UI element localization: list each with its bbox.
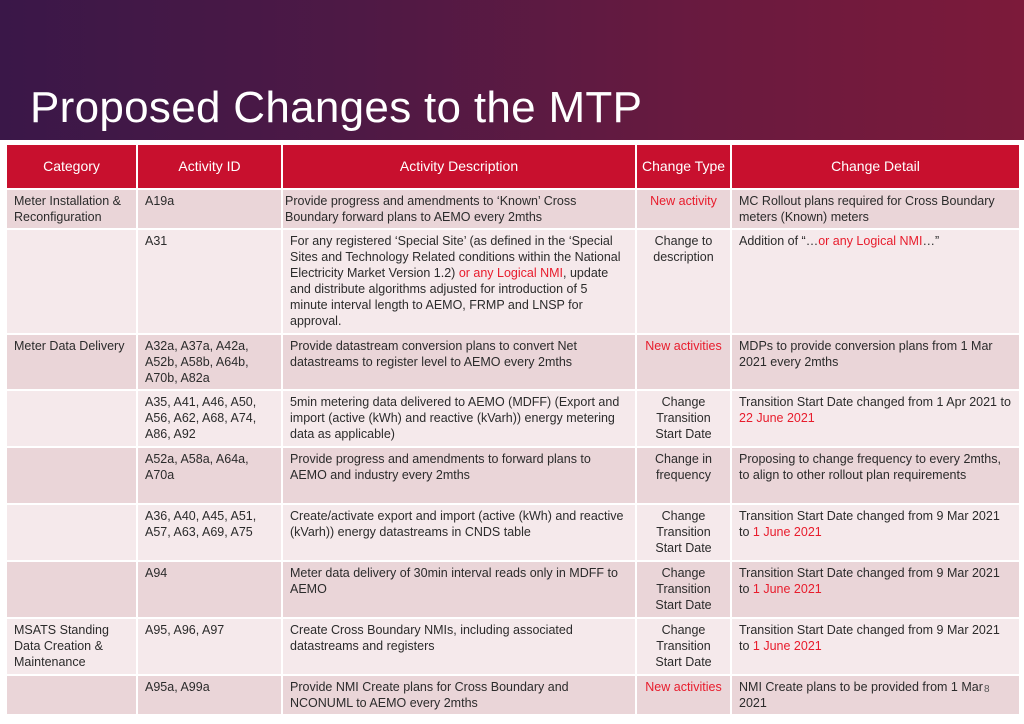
cell-category (5, 389, 138, 448)
cell-category (5, 674, 138, 716)
page-title: Proposed Changes to the MTP (30, 83, 643, 132)
detail-text: Transition Start Date changed from 9 Mar… (739, 509, 1000, 539)
header-activity-description: Activity Description (281, 143, 637, 190)
cell-change-detail: Transition Start Date changed from 9 Mar… (730, 560, 1021, 619)
cell-category: Meter Installation & Reconfiguration (5, 188, 138, 230)
table-row: MSATS Standing Data Creation & Maintenan… (5, 617, 1021, 676)
cell-activity-id: A52a, A58a, A64a, A70a (136, 446, 283, 505)
detail-text: Transition Start Date changed from 1 Apr… (739, 395, 1011, 409)
cell-change-detail: Transition Start Date changed from 9 Mar… (730, 617, 1021, 676)
slide-number: 8 (984, 684, 990, 695)
cell-category (5, 560, 138, 619)
cell-change-type: New activities (635, 674, 732, 716)
cell-change-type: Change Transition Start Date (635, 617, 732, 676)
cell-description: For any registered ‘Special Site’ (as de… (281, 228, 637, 335)
cell-change-type: Change in frequency (635, 446, 732, 505)
header-activity-id: Activity ID (136, 143, 283, 190)
cell-category (5, 228, 138, 335)
cell-activity-id: A31 (136, 228, 283, 335)
cell-description: Meter data delivery of 30min interval re… (281, 560, 637, 619)
detail-highlight: 1 June 2021 (752, 582, 822, 596)
cell-change-type: New activity (635, 188, 732, 230)
table-row: A52a, A58a, A64a, A70a Provide progress … (5, 446, 1021, 505)
cell-change-detail: Transition Start Date changed from 1 Apr… (730, 389, 1021, 448)
table-row: Meter Data Delivery A32a, A37a, A42a, A5… (5, 333, 1021, 391)
description-highlight: or any Logical NMI (455, 266, 564, 280)
detail-text: …” (922, 234, 940, 248)
title-banner: Proposed Changes to the MTP (0, 0, 1024, 140)
cell-description: Provide datastream conversion plans to c… (281, 333, 637, 391)
cell-description: Create Cross Boundary NMIs, including as… (281, 617, 637, 676)
cell-activity-id: A32a, A37a, A42a, A52b, A58b, A64b, A70b… (136, 333, 283, 391)
cell-change-detail: NMI Create plans to be provided from 1 M… (730, 674, 1021, 716)
table-row: A36, A40, A45, A51, A57, A63, A69, A75 C… (5, 503, 1021, 562)
cell-description: Provide progress and amendments to ‘Know… (281, 188, 637, 230)
description-text: For any registered ‘Special Site’ (as de… (290, 234, 621, 280)
cell-change-type: Change to description (635, 228, 732, 335)
table-header-row: Category Activity ID Activity Descriptio… (5, 143, 1021, 190)
detail-text: Addition of “… (739, 234, 819, 248)
cell-category (5, 503, 138, 562)
detail-text: Transition Start Date changed from 9 Mar… (739, 566, 1000, 596)
table-row: A94 Meter data delivery of 30min interva… (5, 560, 1021, 619)
detail-text: Transition Start Date changed from 9 Mar… (739, 623, 1000, 653)
cell-activity-id: A35, A41, A46, A50, A56, A62, A68, A74, … (136, 389, 283, 448)
table-row: Meter Installation & Reconfiguration A19… (5, 188, 1021, 230)
cell-change-detail: MC Rollout plans required for Cross Boun… (730, 188, 1021, 230)
table-row: A95a, A99a Provide NMI Create plans for … (5, 674, 1021, 716)
detail-highlight: 1 June 2021 (752, 639, 822, 653)
table-row: A35, A41, A46, A50, A56, A62, A68, A74, … (5, 389, 1021, 448)
cell-activity-id: A94 (136, 560, 283, 619)
detail-highlight: or any Logical NMI (818, 234, 923, 248)
cell-category (5, 446, 138, 505)
detail-highlight: 1 June 2021 (752, 525, 822, 539)
cell-change-type: Change Transition Start Date (635, 503, 732, 562)
cell-activity-id: A19a (136, 188, 283, 230)
cell-activity-id: A36, A40, A45, A51, A57, A63, A69, A75 (136, 503, 283, 562)
cell-activity-id: A95a, A99a (136, 674, 283, 716)
table-row: A31 For any registered ‘Special Site’ (a… (5, 228, 1021, 335)
cell-change-type: Change Transition Start Date (635, 560, 732, 619)
changes-table: Category Activity ID Activity Descriptio… (5, 143, 1021, 716)
description-text: , update and distribute algorithms adjus… (290, 266, 609, 328)
header-category: Category (5, 143, 138, 190)
cell-category: Meter Data Delivery (5, 333, 138, 391)
cell-description: Provide NMI Create plans for Cross Bound… (281, 674, 637, 716)
cell-change-detail: Addition of “…or any Logical NMI…” (730, 228, 1021, 335)
cell-activity-id: A95, A96, A97 (136, 617, 283, 676)
cell-change-detail: Transition Start Date changed from 9 Mar… (730, 503, 1021, 562)
header-change-type: Change Type (635, 143, 732, 190)
detail-highlight: 22 June 2021 (739, 411, 815, 425)
cell-category: MSATS Standing Data Creation & Maintenan… (5, 617, 138, 676)
cell-description: Provide progress and amendments to forwa… (281, 446, 637, 505)
cell-change-type: New activities (635, 333, 732, 391)
cell-change-type: Change Transition Start Date (635, 389, 732, 448)
cell-change-detail: Proposing to change frequency to every 2… (730, 446, 1021, 505)
cell-description: Create/activate export and import (activ… (281, 503, 637, 562)
cell-description: 5min metering data delivered to AEMO (MD… (281, 389, 637, 448)
cell-change-detail: MDPs to provide conversion plans from 1 … (730, 333, 1021, 391)
header-change-detail: Change Detail (730, 143, 1021, 190)
